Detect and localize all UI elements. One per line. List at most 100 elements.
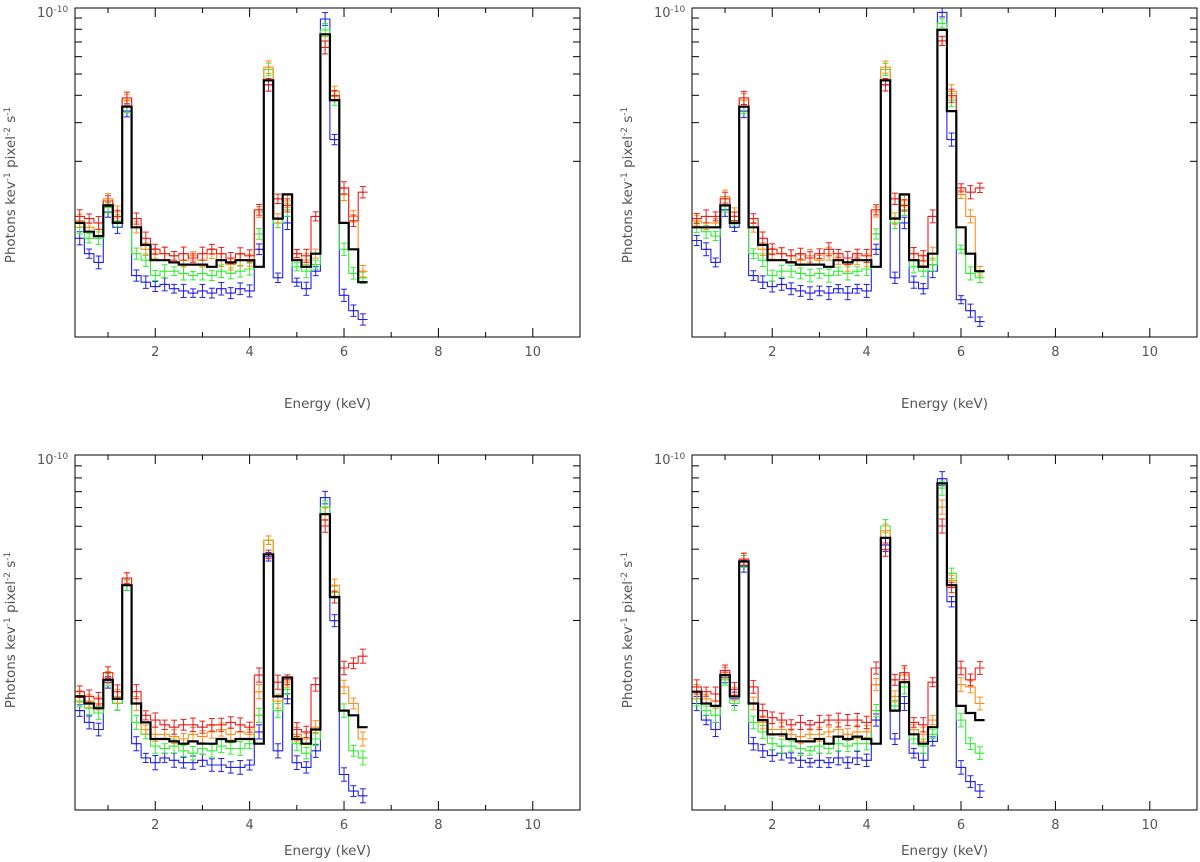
x-tick-label: 6: [340, 818, 348, 833]
error-bar: [161, 719, 168, 730]
error-bar: [825, 286, 832, 301]
error-bar: [958, 760, 965, 775]
error-bar: [797, 714, 804, 730]
error-bar: [844, 286, 851, 301]
error-bar: [929, 677, 936, 688]
error-bar: [293, 262, 300, 272]
x-axis-label: Energy (keV): [284, 396, 371, 412]
error-bar: [341, 181, 348, 195]
error-bar: [863, 283, 870, 298]
error-bar: [967, 737, 974, 751]
error-bar: [958, 183, 965, 193]
error-bar: [105, 666, 112, 680]
error-bar: [189, 270, 196, 281]
error-bar: [256, 667, 263, 683]
x-tick-label: 6: [340, 345, 348, 360]
error-bar: [873, 204, 880, 216]
error-bar: [806, 286, 813, 300]
error-bar: [322, 40, 329, 55]
error-bar: [95, 216, 102, 230]
error-bar: [293, 277, 300, 287]
error-bar: [778, 264, 785, 278]
error-bar: [218, 758, 225, 773]
x-tick-label: 4: [862, 818, 870, 833]
x-tick-label: 6: [957, 818, 965, 833]
error-bar: [873, 677, 880, 692]
error-bar: [152, 755, 159, 771]
error-bar: [359, 788, 366, 804]
x-tick-label: 2: [768, 345, 776, 360]
error-bar: [180, 283, 187, 299]
error-bar: [256, 228, 263, 240]
x-tick-label: 10: [1142, 345, 1159, 360]
error-bar: [161, 264, 168, 279]
error-bar: [133, 714, 140, 730]
error-bar: [816, 285, 823, 297]
error-bar: [350, 304, 357, 317]
error-bar: [274, 674, 281, 690]
error-bar: [891, 733, 898, 745]
error-bar: [133, 736, 140, 752]
error-bar: [341, 242, 348, 256]
error-bar: [303, 248, 310, 263]
error-bar: [948, 581, 955, 594]
plot-frame: [691, 454, 1198, 811]
error-bar: [180, 744, 187, 757]
error-bar: [788, 719, 795, 731]
error-bar: [967, 673, 974, 687]
error-bar: [256, 684, 263, 700]
error-bar: [359, 731, 366, 747]
error-bar: [86, 715, 93, 730]
error-bar: [312, 743, 319, 758]
error-bar: [769, 269, 776, 282]
y-axis-label: Photons kev-1 pixel-2 s-1: [620, 107, 636, 264]
error-bar: [750, 736, 757, 751]
error-bar: [910, 717, 917, 728]
error-bar: [976, 784, 983, 798]
panel-bottom-left: 2 4 6 8 10 10-10 Energy (keV) Photons kev-1 pix…: [3, 452, 581, 859]
series-red-line: [692, 40, 985, 259]
error-bar: [712, 231, 719, 242]
error-bar: [920, 283, 927, 295]
series-orange-line: [75, 40, 368, 272]
error-bar: [312, 211, 319, 222]
error-bar: [844, 756, 851, 769]
plot-area: [75, 490, 368, 804]
error-bar: [359, 186, 366, 199]
error-bar: [350, 697, 357, 710]
x-tick-label: 10: [1142, 818, 1159, 833]
error-bar: [901, 696, 908, 711]
error-bar: [873, 704, 880, 718]
y-axis-label: Photons kev-1 pixel-2 s-1: [3, 107, 19, 264]
error-bar: [939, 8, 946, 18]
x-axis-label: Energy (keV): [901, 843, 988, 859]
error-bar: [218, 717, 225, 732]
error-bar: [778, 738, 785, 754]
error-bar: [797, 267, 804, 280]
y-axis-label: Photons kev-1 pixel-2 s-1: [620, 552, 636, 709]
error-bar: [265, 535, 272, 545]
error-bar: [976, 696, 983, 711]
error-bar: [750, 715, 757, 730]
error-bar: [312, 677, 319, 692]
x-tick-label: 10: [525, 345, 542, 360]
series-orange-line: [692, 40, 985, 272]
error-bar: [882, 542, 889, 557]
error-bar: [246, 721, 253, 733]
plot-frame: [691, 7, 1198, 338]
y-tick-label: 10-10: [654, 5, 686, 21]
error-bar: [142, 724, 149, 735]
series-green-line: [75, 29, 368, 279]
series-red: [692, 35, 985, 266]
plot-area: [692, 8, 985, 327]
error-bar: [208, 718, 215, 732]
error-bar: [750, 270, 757, 281]
error-bar: [208, 287, 215, 299]
series-green: [692, 18, 985, 283]
error-bar: [901, 199, 908, 212]
error-bar: [237, 741, 244, 756]
error-bar: [703, 209, 710, 224]
series-red-line: [75, 525, 368, 733]
error-bar: [703, 686, 710, 697]
